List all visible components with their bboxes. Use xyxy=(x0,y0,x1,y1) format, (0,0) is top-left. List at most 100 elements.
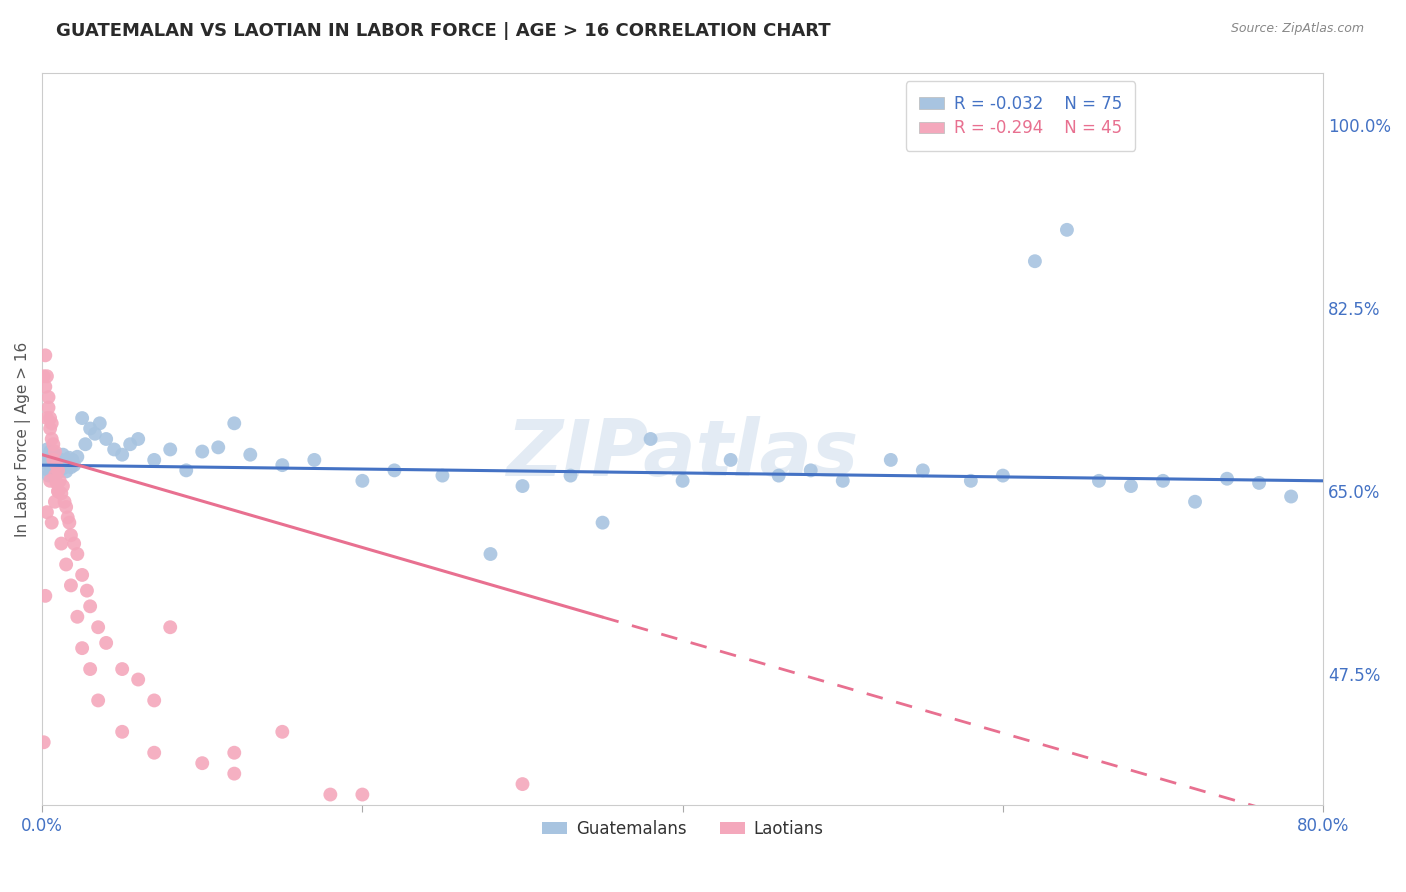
Point xyxy=(42,437,65,451)
Point xyxy=(96,432,118,446)
Point xyxy=(44,494,66,508)
Point xyxy=(38,453,60,467)
Point xyxy=(35,411,58,425)
Point xyxy=(38,468,60,483)
Point xyxy=(46,463,69,477)
Point xyxy=(63,458,86,472)
Point xyxy=(46,466,69,480)
Point xyxy=(768,468,790,483)
Point xyxy=(224,417,246,431)
Point xyxy=(41,458,63,472)
Point xyxy=(45,454,67,468)
Point xyxy=(224,766,246,780)
Point xyxy=(89,417,111,431)
Point xyxy=(111,662,134,676)
Point xyxy=(271,458,294,472)
Point xyxy=(447,830,470,844)
Point xyxy=(831,474,853,488)
Point xyxy=(35,505,58,519)
Point xyxy=(75,437,97,451)
Point xyxy=(87,693,110,707)
Point xyxy=(79,421,101,435)
Point xyxy=(44,448,66,462)
Point xyxy=(143,453,166,467)
Point xyxy=(38,390,60,404)
Point xyxy=(174,463,197,477)
Point xyxy=(32,455,55,469)
Point xyxy=(39,444,62,458)
Point xyxy=(640,432,662,446)
Point xyxy=(1216,472,1239,486)
Point xyxy=(127,432,149,446)
Text: ZIPatlas: ZIPatlas xyxy=(506,416,859,491)
Point xyxy=(59,578,82,592)
Point xyxy=(79,662,101,676)
Point xyxy=(111,448,134,462)
Point xyxy=(319,788,342,802)
Point xyxy=(53,458,76,472)
Point xyxy=(143,693,166,707)
Point xyxy=(70,568,93,582)
Point xyxy=(560,468,582,483)
Point xyxy=(87,620,110,634)
Point xyxy=(111,724,134,739)
Point xyxy=(79,599,101,614)
Point xyxy=(44,468,66,483)
Point xyxy=(45,461,67,475)
Point xyxy=(120,437,142,451)
Point xyxy=(512,479,534,493)
Point xyxy=(34,380,56,394)
Point xyxy=(41,417,63,431)
Point xyxy=(46,484,69,499)
Point xyxy=(127,673,149,687)
Point xyxy=(432,468,454,483)
Point xyxy=(1056,223,1078,237)
Point xyxy=(51,486,73,500)
Point xyxy=(51,536,73,550)
Point xyxy=(84,426,107,441)
Point xyxy=(191,756,214,771)
Point xyxy=(45,475,67,490)
Point xyxy=(1279,490,1302,504)
Point xyxy=(66,547,89,561)
Point xyxy=(48,474,70,488)
Point xyxy=(207,441,229,455)
Point xyxy=(38,401,60,415)
Point xyxy=(1119,479,1142,493)
Point xyxy=(58,516,80,530)
Point xyxy=(1088,474,1111,488)
Point xyxy=(62,453,84,467)
Point xyxy=(56,455,79,469)
Point xyxy=(53,494,76,508)
Point xyxy=(159,442,181,457)
Point xyxy=(42,453,65,467)
Point xyxy=(41,516,63,530)
Point xyxy=(143,746,166,760)
Point xyxy=(46,451,69,466)
Point xyxy=(59,460,82,475)
Point xyxy=(66,609,89,624)
Point xyxy=(59,528,82,542)
Point xyxy=(45,458,67,472)
Point xyxy=(39,421,62,435)
Point xyxy=(911,463,934,477)
Point xyxy=(66,450,89,464)
Point xyxy=(352,788,374,802)
Point xyxy=(224,746,246,760)
Point xyxy=(384,463,406,477)
Point xyxy=(41,432,63,446)
Point xyxy=(39,411,62,425)
Point xyxy=(55,558,77,572)
Point xyxy=(352,474,374,488)
Point xyxy=(39,460,62,475)
Point xyxy=(512,777,534,791)
Point xyxy=(55,500,77,514)
Point xyxy=(1024,254,1046,268)
Point xyxy=(800,463,823,477)
Point xyxy=(304,453,326,467)
Point xyxy=(41,450,63,464)
Point xyxy=(48,458,70,472)
Point xyxy=(672,474,695,488)
Point xyxy=(70,411,93,425)
Point xyxy=(63,536,86,550)
